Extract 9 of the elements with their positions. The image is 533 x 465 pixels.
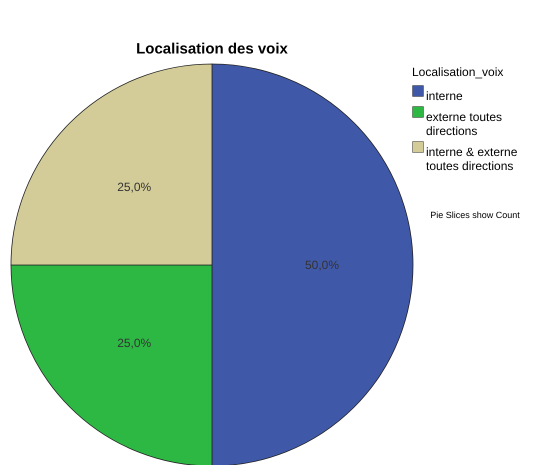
data-label: 25,0%: [117, 180, 152, 194]
legend-label: externe toutes directions: [426, 110, 502, 138]
data-label: 25,0%: [117, 336, 152, 350]
text: Pie Slices show Count: [430, 210, 520, 220]
legend-label: interne: [426, 89, 464, 103]
data-label: 50,0%: [304, 258, 340, 272]
legend-title: Localisation_voix: [412, 65, 504, 79]
legend-label: interne & externe toutes directions: [426, 145, 518, 173]
chart-title: Localisation des voix: [136, 40, 289, 58]
